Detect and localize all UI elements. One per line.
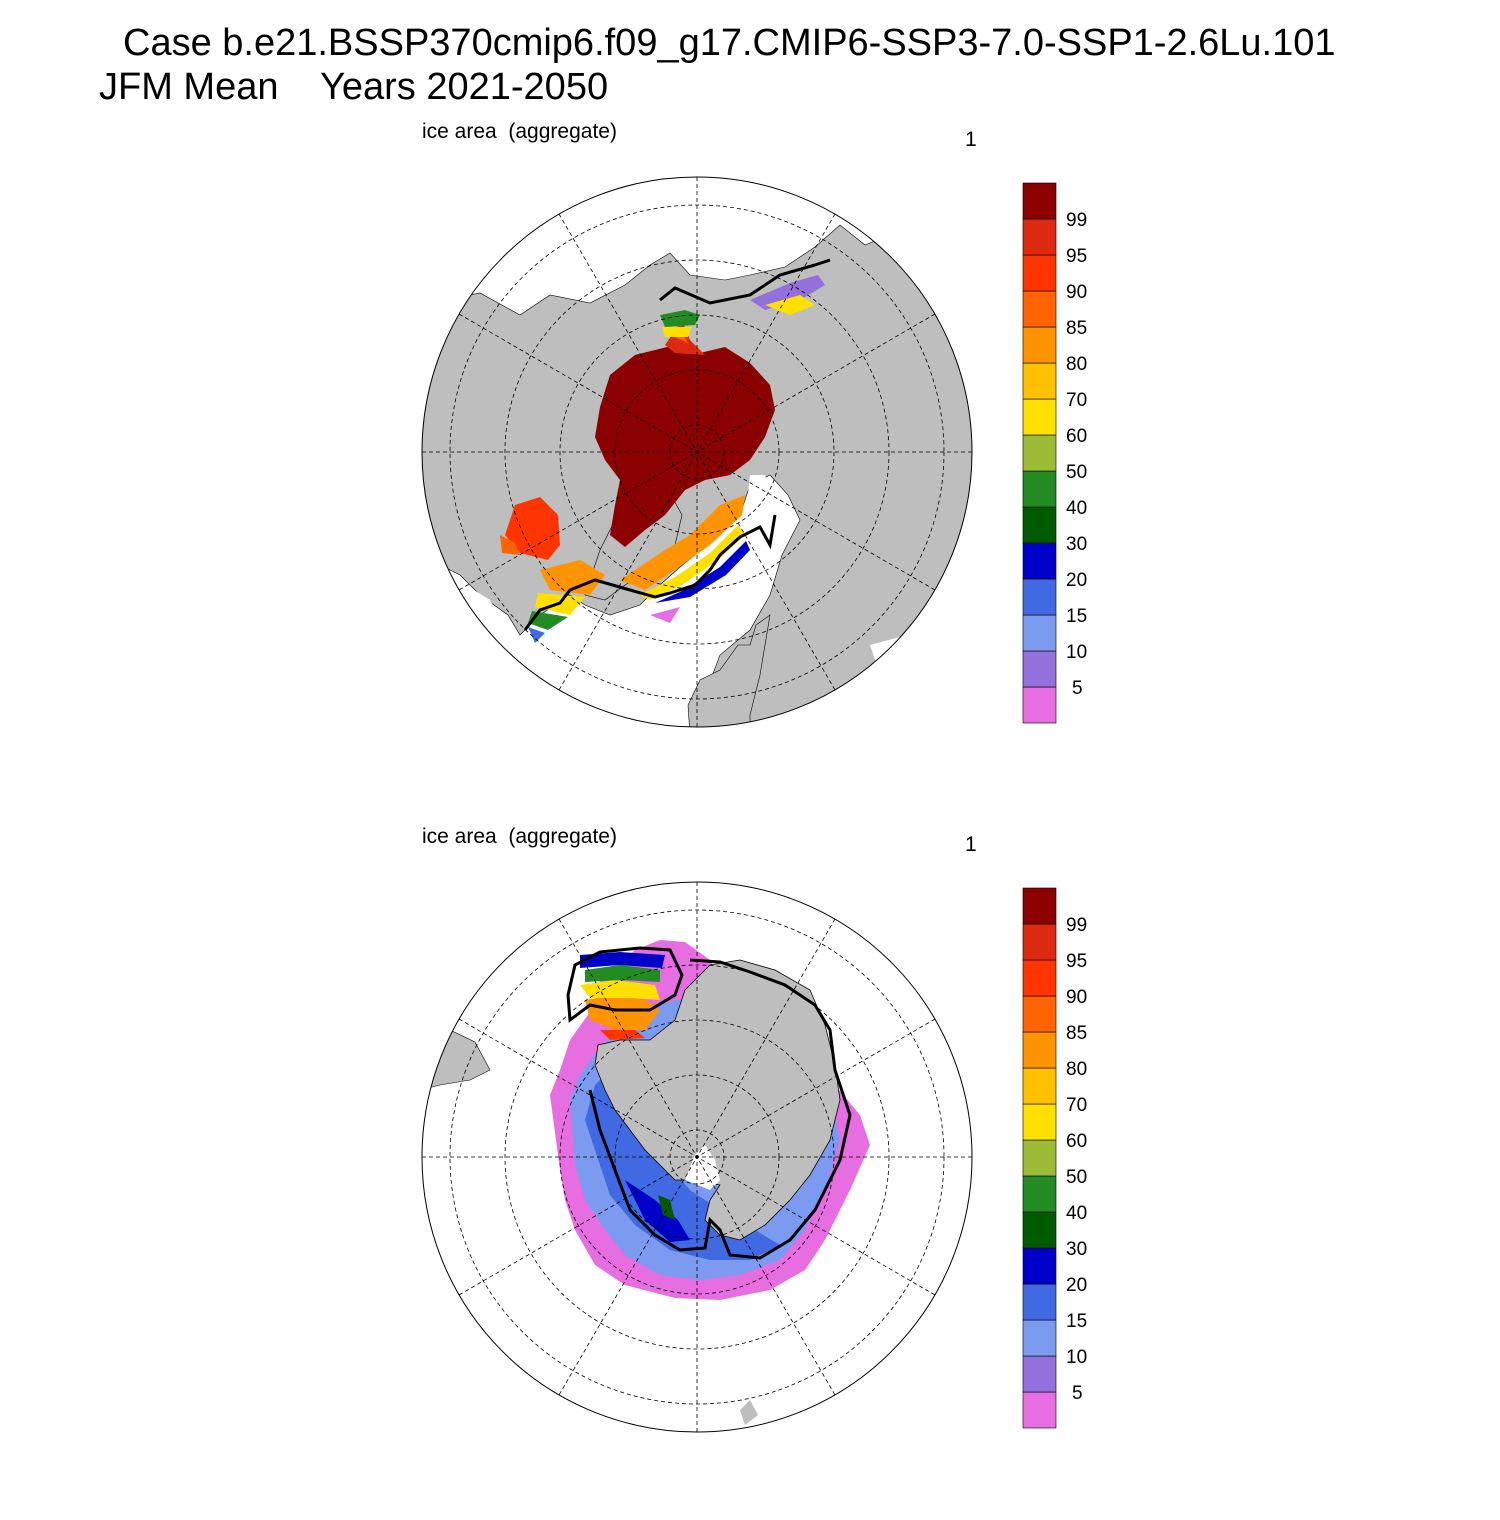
colorbar-swatch <box>1022 686 1057 724</box>
colorbar-swatch <box>1022 1355 1057 1393</box>
colorbar-tick-label: 20 <box>1066 570 1087 591</box>
figure-title-line-1: Case b.e21.BSSP370cmip6.f09_g17.CMIP6-SS… <box>123 22 1336 64</box>
figure-title-line-2: JFM Mean Years 2021-2050 <box>99 66 609 108</box>
sea-ice-hudson-bay <box>505 497 560 560</box>
colorbar-swatch <box>1022 1139 1057 1177</box>
colorbar-tick-label: 30 <box>1066 534 1087 555</box>
colorbar-north-swatches <box>1022 182 1057 724</box>
south-polar-map <box>421 881 973 1433</box>
colorbar-north-ticks: 5 10 15 20 30 40 50 60 70 80 85 90 95 99 <box>1066 210 1087 699</box>
colorbar-tick-label: 10 <box>1066 1347 1087 1368</box>
colorbar-swatch <box>1022 254 1057 292</box>
colorbar-tick-label: 5 <box>1072 1383 1083 1404</box>
colorbar-south: 5 10 15 20 30 40 50 60 70 80 85 90 95 99 <box>1022 887 1087 1429</box>
colorbar-tick-label: 90 <box>1066 282 1087 303</box>
colorbar-tick-label: 90 <box>1066 987 1087 1008</box>
colorbar-swatch <box>1022 362 1057 400</box>
colorbar-tick-label: 70 <box>1066 1095 1087 1116</box>
panel-index-label: 1 <box>965 128 977 151</box>
colorbar-swatch <box>1022 578 1057 616</box>
colorbar-swatch <box>1022 1067 1057 1105</box>
colorbar-south-swatches <box>1022 887 1057 1429</box>
colorbar-swatch <box>1022 326 1057 364</box>
colorbar-swatch <box>1022 506 1057 544</box>
panel-variable-label: ice area (aggregate) <box>422 825 617 848</box>
land-antarctica <box>594 959 841 1241</box>
colorbar-tick-label: 60 <box>1066 426 1087 447</box>
colorbar-tick-label: 95 <box>1066 246 1087 267</box>
colorbar-swatch <box>1022 1319 1057 1357</box>
colorbar-tick-label: 70 <box>1066 390 1087 411</box>
colorbar-swatch <box>1022 923 1057 961</box>
colorbar-tick-label: 30 <box>1066 1239 1087 1260</box>
panel-variable-label: ice area (aggregate) <box>422 120 617 143</box>
colorbar-tick-label: 99 <box>1066 915 1087 936</box>
colorbar-tick-label: 5 <box>1072 678 1083 699</box>
south-hemisphere-panel: ice area (aggregate) 1 <box>0 820 1500 1520</box>
colorbar-swatch <box>1022 218 1057 256</box>
colorbar-tick-label: 20 <box>1066 1275 1087 1296</box>
colorbar-north: 5 10 15 20 30 40 50 60 70 80 85 90 95 99 <box>1022 182 1087 724</box>
colorbar-tick-label: 10 <box>1066 642 1087 663</box>
land-scandinavia-europe <box>687 614 771 727</box>
colorbar-swatch <box>1022 398 1057 436</box>
colorbar-tick-label: 85 <box>1066 318 1087 339</box>
colorbar-tick-label: 85 <box>1066 1023 1087 1044</box>
colorbar-swatch <box>1022 959 1057 997</box>
colorbar-tick-label: 50 <box>1066 1167 1087 1188</box>
colorbar-swatch <box>1022 650 1057 688</box>
sea-ice-central-arctic <box>595 345 775 547</box>
colorbar-tick-label: 95 <box>1066 951 1087 972</box>
colorbar-tick-label: 15 <box>1066 606 1087 627</box>
colorbar-tick-label: 15 <box>1066 1311 1087 1332</box>
ice-edge-contour-south <box>566 946 852 1260</box>
colorbar-swatch <box>1022 1211 1057 1249</box>
colorbar-swatch <box>1022 182 1057 220</box>
colorbar-swatch <box>1022 290 1057 328</box>
colorbar-tick-label: 40 <box>1066 1203 1087 1224</box>
colorbar-swatch <box>1022 887 1057 925</box>
colorbar-tick-label: 60 <box>1066 1131 1087 1152</box>
colorbar-swatch <box>1022 1175 1057 1213</box>
colorbar-swatch <box>1022 995 1057 1033</box>
ice-edge-contour-north <box>523 258 831 631</box>
colorbar-south-ticks: 5 10 15 20 30 40 50 60 70 80 85 90 95 99 <box>1066 915 1087 1404</box>
north-polar-map <box>421 176 973 728</box>
colorbar-tick-label: 80 <box>1066 354 1087 375</box>
colorbar-swatch <box>1022 1103 1057 1141</box>
colorbar-swatch <box>1022 434 1057 472</box>
colorbar-swatch <box>1022 1391 1057 1429</box>
colorbar-swatch <box>1022 1031 1057 1069</box>
colorbar-swatch <box>1022 542 1057 580</box>
colorbar-tick-label: 50 <box>1066 462 1087 483</box>
colorbar-tick-label: 40 <box>1066 498 1087 519</box>
north-hemisphere-panel: ice area (aggregate) 1 <box>0 115 1500 815</box>
colorbar-tick-label: 99 <box>1066 210 1087 231</box>
colorbar-swatch <box>1022 614 1057 652</box>
colorbar-swatch <box>1022 1283 1057 1321</box>
colorbar-tick-label: 80 <box>1066 1059 1087 1080</box>
colorbar-swatch <box>1022 470 1057 508</box>
panel-index-label: 1 <box>965 833 977 856</box>
colorbar-swatch <box>1022 1247 1057 1285</box>
